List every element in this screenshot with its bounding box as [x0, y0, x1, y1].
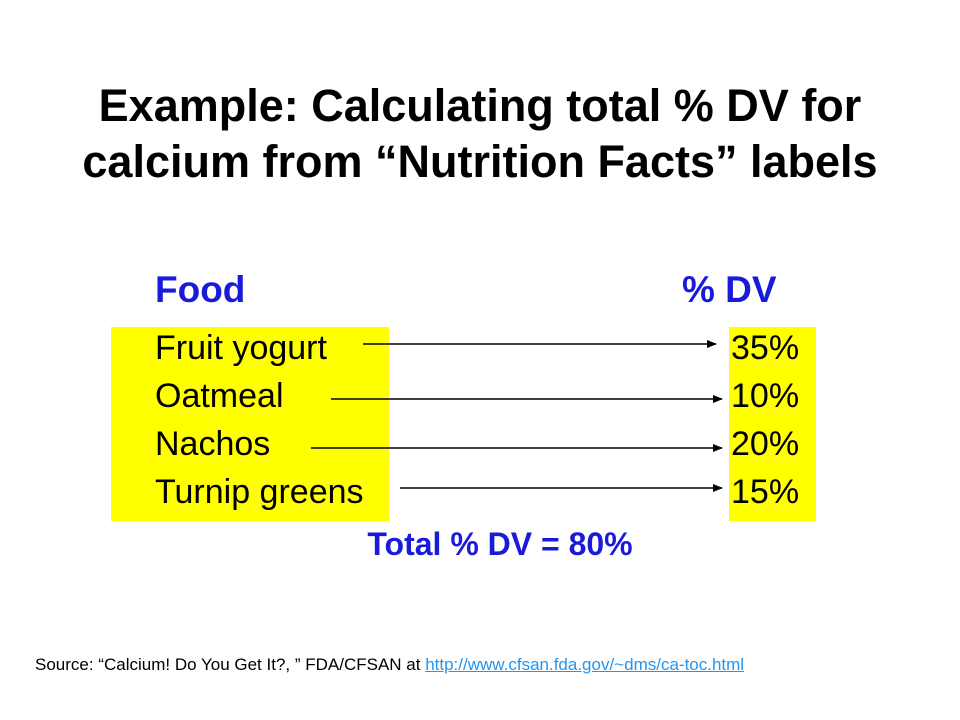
food-highlight-block — [111, 327, 389, 521]
food-item-oatmeal: Oatmeal — [155, 377, 284, 415]
dv-value-fruit-yogurt: 35% — [731, 329, 800, 367]
food-item-fruit-yogurt: Fruit yogurt — [155, 329, 327, 367]
dv-highlight-block — [729, 327, 816, 521]
food-item-turnip-greens: Turnip greens — [155, 473, 364, 511]
title-line-2: calcium from “Nutrition Facts” labels — [82, 136, 878, 187]
food-column-header: Food — [155, 269, 246, 310]
source-link[interactable]: http://www.cfsan.fda.gov/~dms/ca-toc.htm… — [425, 655, 745, 674]
dv-value-nachos: 20% — [731, 425, 800, 463]
title-line-1: Example: Calculating total % DV for — [98, 80, 862, 131]
source-citation: Source: “Calcium! Do You Get It?, ” FDA/… — [35, 654, 744, 676]
food-item-nachos: Nachos — [155, 425, 271, 463]
dv-column-header: % DV — [682, 269, 777, 310]
dv-value-turnip-greens: 15% — [731, 473, 800, 511]
total-dv: Total % DV = 80% — [367, 526, 633, 562]
dv-value-oatmeal: 10% — [731, 377, 800, 415]
slide-title: Example: Calculating total % DV for calc… — [0, 78, 960, 190]
source-prefix: Source: “Calcium! Do You Get It?, ” FDA/… — [35, 655, 426, 674]
